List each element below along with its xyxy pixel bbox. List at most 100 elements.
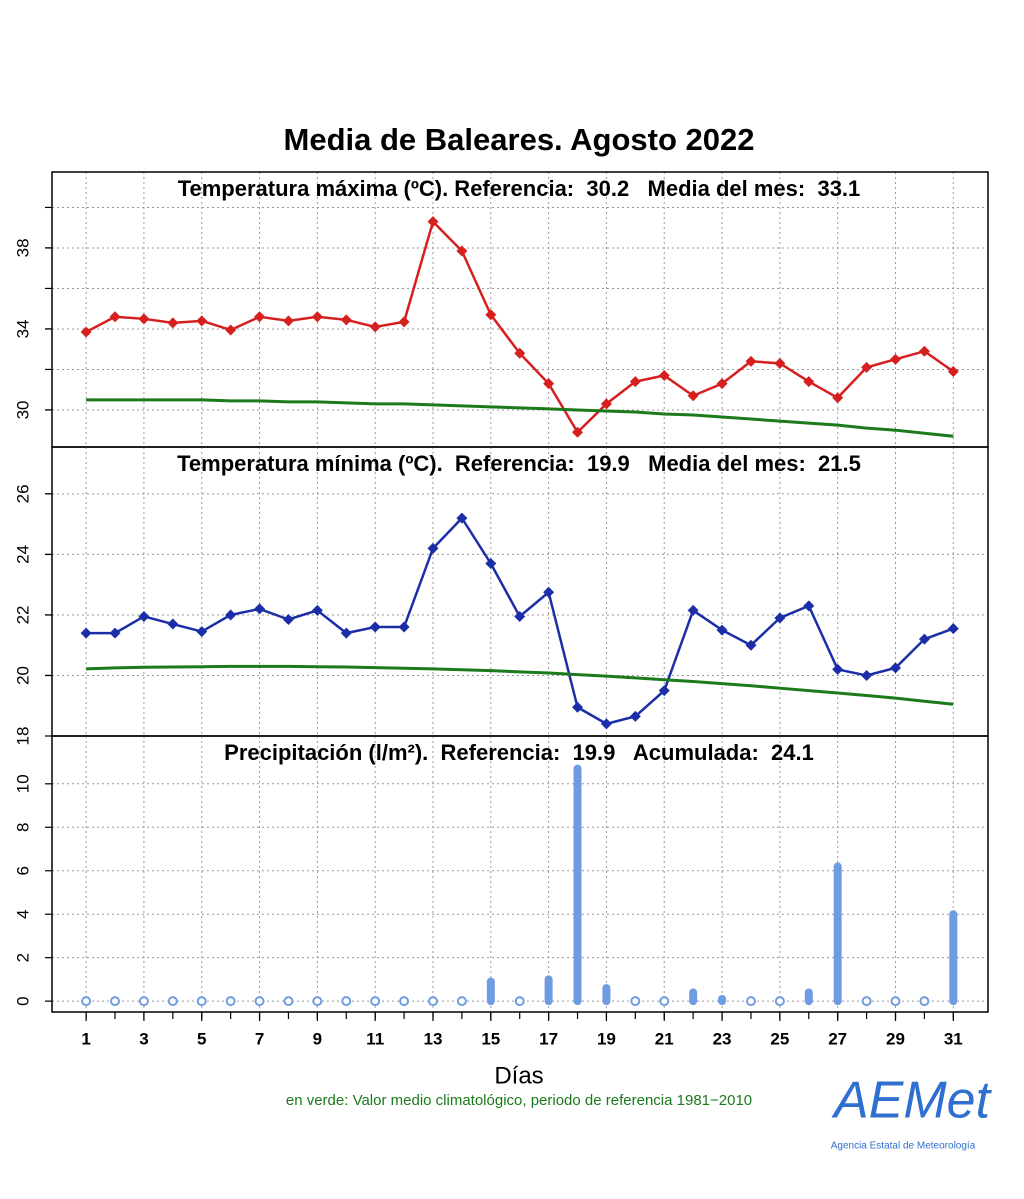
panel-frame bbox=[51, 735, 989, 1013]
y-tick-label: 8 bbox=[13, 823, 32, 832]
data-point bbox=[225, 324, 237, 336]
note: en verde: Valor medio climatológico, per… bbox=[286, 1092, 752, 1109]
panel-title: Precipitación (l/m²). Referencia: 19.9 A… bbox=[224, 740, 814, 765]
data-point bbox=[340, 627, 352, 639]
data-point bbox=[311, 604, 323, 616]
x-tick-label: 5 bbox=[197, 1029, 206, 1048]
data-point bbox=[716, 624, 728, 636]
y-tick-label: 10 bbox=[13, 774, 32, 793]
data-point bbox=[600, 398, 612, 410]
data-point bbox=[774, 357, 786, 369]
data-point bbox=[369, 321, 381, 333]
data-point bbox=[918, 345, 930, 357]
zero-marker bbox=[225, 996, 236, 1007]
zero-marker bbox=[138, 996, 149, 1007]
x-tick-label: 23 bbox=[713, 1029, 732, 1048]
y-tick-label: 6 bbox=[13, 866, 32, 875]
zero-marker bbox=[283, 996, 294, 1007]
zero-marker bbox=[456, 996, 467, 1007]
panel-title: Temperatura máxima (ºC). Referencia: 30.… bbox=[178, 176, 861, 201]
data-point bbox=[832, 392, 844, 404]
reference-line bbox=[86, 398, 954, 438]
data-point bbox=[485, 558, 497, 570]
zero-marker bbox=[919, 996, 930, 1007]
reference-line bbox=[86, 664, 954, 706]
data-point bbox=[687, 390, 699, 402]
data-point bbox=[861, 669, 873, 681]
x-tick-label: 19 bbox=[597, 1029, 616, 1048]
zero-marker bbox=[167, 996, 178, 1007]
zero-marker bbox=[745, 996, 756, 1007]
y-tick-label: 24 bbox=[13, 545, 32, 564]
data-point bbox=[485, 309, 497, 321]
data-point bbox=[254, 603, 266, 615]
y-tick-label: 38 bbox=[13, 238, 32, 257]
x-tick-label: 13 bbox=[424, 1029, 443, 1048]
data-point bbox=[572, 426, 584, 438]
x-tick-label: 9 bbox=[313, 1029, 322, 1048]
zero-marker bbox=[254, 996, 265, 1007]
data-point bbox=[889, 662, 901, 674]
x-tick-label: 15 bbox=[481, 1029, 500, 1048]
data-point bbox=[947, 623, 959, 635]
data-point bbox=[861, 361, 873, 373]
data-point bbox=[514, 347, 526, 359]
data-point bbox=[745, 639, 757, 651]
data-point bbox=[716, 378, 728, 390]
x-tick-label: 21 bbox=[655, 1029, 674, 1048]
zero-marker bbox=[774, 996, 785, 1007]
data-point bbox=[687, 604, 699, 616]
zero-marker bbox=[312, 996, 323, 1007]
zero-marker bbox=[861, 996, 872, 1007]
data-point bbox=[167, 618, 179, 630]
zero-marker bbox=[370, 996, 381, 1007]
data-point bbox=[138, 313, 150, 325]
zero-marker bbox=[110, 996, 121, 1007]
y-tick-label: 18 bbox=[13, 727, 32, 746]
data-point bbox=[658, 685, 670, 697]
y-tick-label: 4 bbox=[13, 909, 32, 918]
x-tick-label: 27 bbox=[828, 1029, 847, 1048]
data-point bbox=[514, 610, 526, 622]
data-point bbox=[918, 633, 930, 645]
data-point bbox=[254, 311, 266, 323]
data-point bbox=[658, 370, 670, 382]
data-point bbox=[774, 612, 786, 624]
data-point bbox=[196, 315, 208, 327]
data-point bbox=[745, 355, 757, 367]
data-point bbox=[543, 586, 555, 598]
data-point bbox=[109, 627, 121, 639]
x-tick-label: 31 bbox=[944, 1029, 963, 1048]
y-tick-label: 30 bbox=[13, 400, 32, 419]
zero-marker bbox=[341, 996, 352, 1007]
data-point bbox=[225, 609, 237, 621]
data-point bbox=[832, 663, 844, 675]
panel-title: Temperatura mínima (ºC). Referencia: 19.… bbox=[177, 451, 861, 476]
zero-marker bbox=[514, 996, 525, 1007]
data-point bbox=[600, 718, 612, 730]
x-tick-label: 29 bbox=[886, 1029, 905, 1048]
data-point bbox=[629, 710, 641, 722]
data-point bbox=[398, 316, 410, 328]
data-point bbox=[282, 315, 294, 327]
chart-title: Media de Baleares. Agosto 2022 bbox=[284, 122, 755, 157]
data-point bbox=[398, 621, 410, 633]
data-point bbox=[138, 610, 150, 622]
data-point bbox=[456, 512, 468, 524]
y-tick-label: 22 bbox=[13, 605, 32, 624]
data-point bbox=[803, 600, 815, 612]
panel-frame bbox=[51, 171, 989, 448]
data-point bbox=[572, 701, 584, 713]
zero-marker bbox=[659, 996, 670, 1007]
y-tick-label: 34 bbox=[13, 319, 32, 338]
y-tick-label: 0 bbox=[13, 996, 32, 1005]
x-tick-label: 25 bbox=[770, 1029, 789, 1048]
data-point bbox=[80, 627, 92, 639]
data-point bbox=[427, 542, 439, 554]
zero-marker bbox=[890, 996, 901, 1007]
data-point bbox=[427, 216, 439, 228]
zero-marker bbox=[81, 996, 92, 1007]
data-point bbox=[629, 376, 641, 388]
x-tick-label: 1 bbox=[81, 1029, 90, 1048]
logo-subtitle: Agencia Estatal de Meteorología bbox=[831, 1141, 976, 1152]
